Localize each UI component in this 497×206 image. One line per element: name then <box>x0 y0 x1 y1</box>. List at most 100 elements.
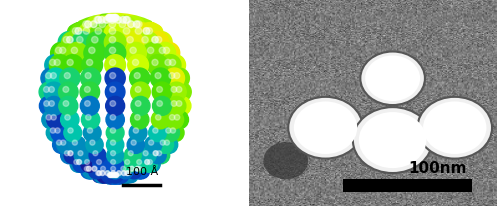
Circle shape <box>121 167 137 183</box>
Circle shape <box>153 96 171 115</box>
Circle shape <box>51 42 72 64</box>
Circle shape <box>90 23 112 45</box>
Circle shape <box>110 87 116 92</box>
Circle shape <box>110 151 116 156</box>
Circle shape <box>109 59 116 66</box>
Circle shape <box>108 14 114 21</box>
Circle shape <box>145 160 150 164</box>
Circle shape <box>41 68 61 88</box>
Circle shape <box>102 9 125 32</box>
Circle shape <box>107 147 124 164</box>
Circle shape <box>67 36 73 43</box>
Circle shape <box>63 101 69 106</box>
Circle shape <box>109 169 125 185</box>
Circle shape <box>115 16 121 23</box>
Circle shape <box>113 173 118 177</box>
Circle shape <box>109 169 125 185</box>
Circle shape <box>63 55 83 75</box>
Circle shape <box>138 23 160 45</box>
Circle shape <box>112 14 119 21</box>
Circle shape <box>110 14 117 21</box>
Circle shape <box>93 167 109 183</box>
Circle shape <box>104 169 120 185</box>
Circle shape <box>123 16 130 23</box>
Text: 100 Å: 100 Å <box>126 167 158 177</box>
Circle shape <box>72 140 78 145</box>
Circle shape <box>59 96 78 115</box>
Circle shape <box>80 16 102 38</box>
Circle shape <box>165 55 185 75</box>
Circle shape <box>128 21 134 28</box>
Circle shape <box>88 47 95 54</box>
Circle shape <box>83 163 99 179</box>
Circle shape <box>49 87 55 92</box>
Circle shape <box>102 9 125 32</box>
Circle shape <box>83 163 99 179</box>
Circle shape <box>110 11 132 34</box>
Circle shape <box>94 16 116 38</box>
Circle shape <box>128 151 133 156</box>
Circle shape <box>123 16 145 38</box>
Circle shape <box>92 166 97 171</box>
Circle shape <box>151 32 172 53</box>
Circle shape <box>111 166 116 171</box>
Circle shape <box>137 166 142 171</box>
Circle shape <box>118 11 140 34</box>
Circle shape <box>108 173 113 177</box>
Circle shape <box>109 28 116 34</box>
Circle shape <box>152 36 159 43</box>
Circle shape <box>123 16 145 38</box>
Circle shape <box>78 151 83 156</box>
Circle shape <box>73 156 89 172</box>
Circle shape <box>44 96 64 115</box>
Circle shape <box>114 11 137 34</box>
Circle shape <box>103 16 110 23</box>
Circle shape <box>129 124 147 142</box>
Circle shape <box>157 136 173 153</box>
Circle shape <box>98 16 105 23</box>
Circle shape <box>47 110 65 129</box>
Circle shape <box>105 171 110 176</box>
Circle shape <box>159 42 180 64</box>
Circle shape <box>174 73 180 79</box>
Circle shape <box>111 160 116 164</box>
Circle shape <box>50 128 56 133</box>
Circle shape <box>121 166 126 171</box>
Circle shape <box>156 115 161 120</box>
Circle shape <box>78 23 100 45</box>
Circle shape <box>130 47 136 54</box>
Circle shape <box>151 68 170 88</box>
FancyBboxPatch shape <box>343 179 472 192</box>
Circle shape <box>44 101 49 106</box>
Circle shape <box>118 167 134 183</box>
Circle shape <box>61 140 66 145</box>
Circle shape <box>133 21 140 28</box>
Circle shape <box>45 55 66 75</box>
Circle shape <box>148 160 153 164</box>
Circle shape <box>135 21 142 28</box>
Circle shape <box>107 9 130 32</box>
Circle shape <box>108 173 112 177</box>
Circle shape <box>114 173 119 177</box>
Circle shape <box>147 32 168 53</box>
Circle shape <box>77 160 82 164</box>
Circle shape <box>142 36 148 43</box>
Circle shape <box>101 167 117 183</box>
Circle shape <box>111 14 118 21</box>
Circle shape <box>108 169 124 185</box>
Circle shape <box>69 136 85 153</box>
Circle shape <box>86 32 108 53</box>
Circle shape <box>110 128 116 133</box>
Circle shape <box>93 156 109 172</box>
Circle shape <box>141 23 163 45</box>
Circle shape <box>110 115 116 120</box>
Circle shape <box>95 16 102 23</box>
Circle shape <box>165 68 184 88</box>
Circle shape <box>100 171 105 176</box>
Circle shape <box>109 14 116 21</box>
Circle shape <box>120 16 126 23</box>
Circle shape <box>129 166 134 171</box>
Circle shape <box>353 107 432 173</box>
Circle shape <box>59 82 78 102</box>
Circle shape <box>139 147 156 164</box>
